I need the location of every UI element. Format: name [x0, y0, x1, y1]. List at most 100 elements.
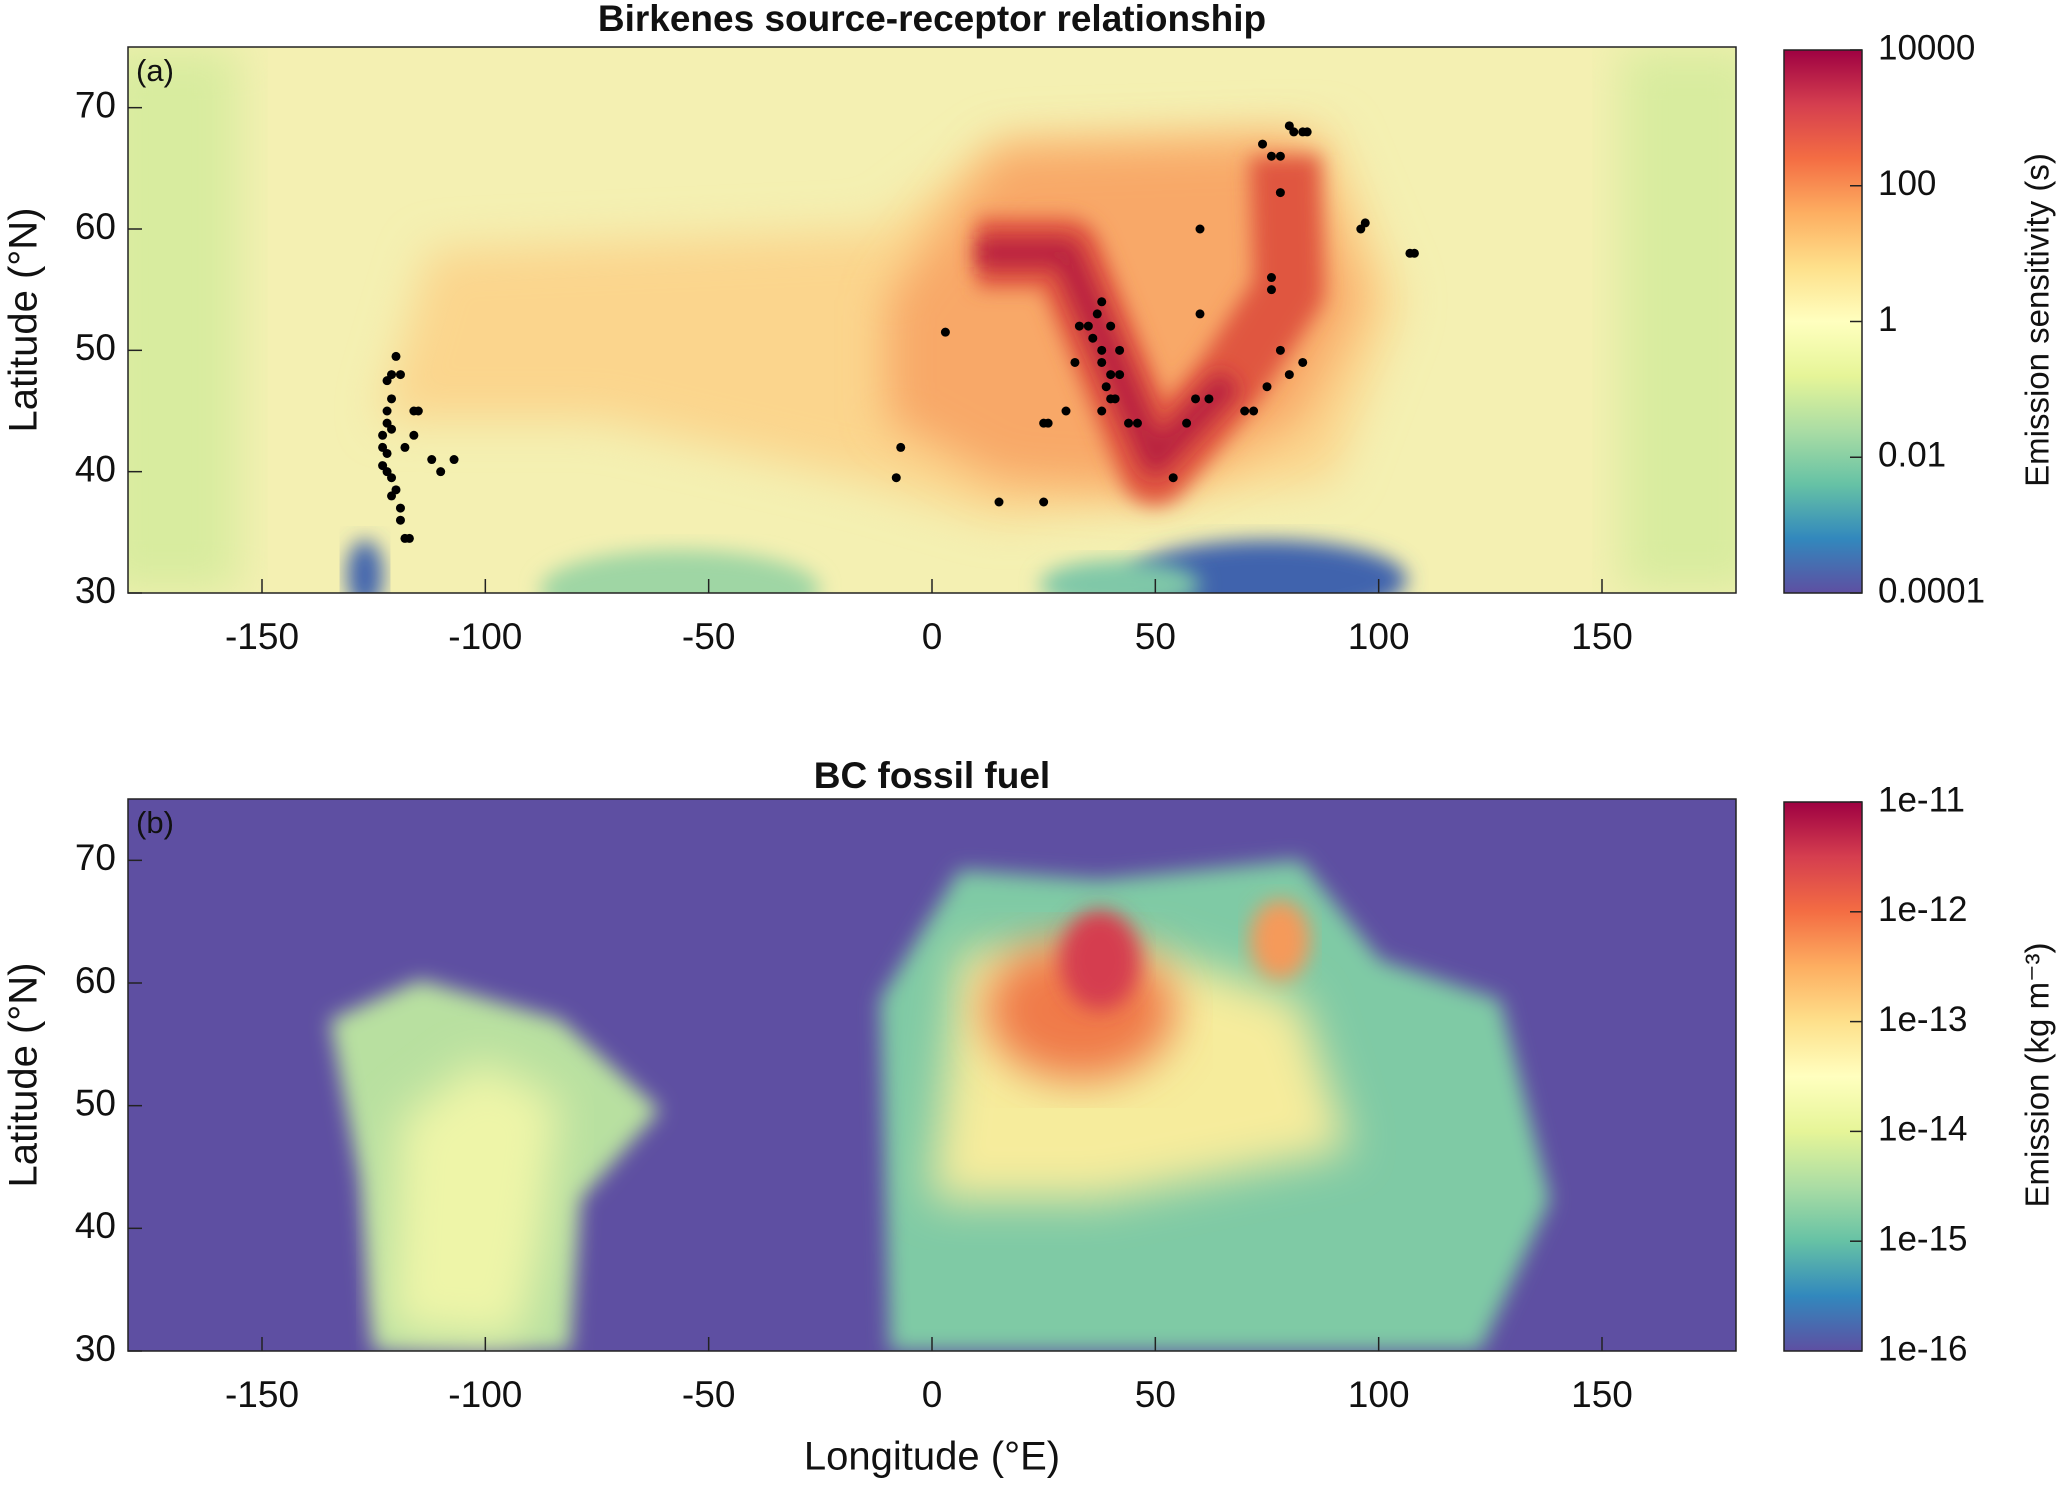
fire-point	[391, 351, 401, 361]
colorbar-label: Emission (kg m⁻³)	[2019, 943, 2056, 1208]
y-tick-label: 70	[75, 837, 116, 878]
fire-point	[409, 430, 419, 440]
fire-point	[400, 442, 410, 452]
x-tick-label: -100	[448, 616, 522, 657]
colorbar-tick-label: 0.01	[1878, 436, 1946, 475]
fire-point	[387, 394, 397, 404]
y-tick-label: 40	[75, 1205, 116, 1246]
plot-frame	[127, 798, 1737, 1352]
fire-point	[1289, 127, 1299, 137]
fire-point	[378, 430, 388, 440]
fire-point	[436, 467, 446, 477]
x-tick-label: 150	[1571, 616, 1633, 657]
fire-point	[395, 370, 405, 380]
fire-point	[1097, 357, 1107, 367]
fire-point	[1132, 418, 1142, 428]
fire-point	[1043, 418, 1053, 428]
x-tick-label: -50	[682, 1374, 735, 1415]
fire-point	[1191, 394, 1201, 404]
colorbar-tick-label: 1e-13	[1878, 1000, 1968, 1039]
y-tick-label: 40	[75, 448, 116, 489]
x-tick-label: 100	[1348, 1374, 1410, 1415]
fire-point	[1275, 188, 1285, 198]
x-tick-label: -150	[225, 1374, 299, 1415]
fire-point	[1258, 139, 1268, 149]
fire-point	[1061, 406, 1071, 416]
colorbar-tick-label: 100	[1878, 164, 1936, 203]
emission-field	[128, 799, 1736, 1351]
fire-point	[382, 406, 392, 416]
fire-point	[1240, 406, 1250, 416]
fire-point	[891, 473, 901, 483]
fire-point	[1284, 370, 1294, 380]
fire-point	[1106, 321, 1116, 331]
colorbar-tick-label: 10000	[1878, 28, 1975, 67]
y-tick-label: 50	[75, 327, 116, 368]
fire-point	[940, 327, 950, 337]
fire-point	[1168, 473, 1178, 483]
colorbar-tick-label: 0.0001	[1878, 571, 1985, 610]
y-tick-label: 30	[75, 1328, 116, 1369]
fire-point	[1182, 418, 1192, 428]
fire-point	[1092, 309, 1102, 319]
fire-point	[1097, 297, 1107, 307]
x-axis-label: Longitude (°E)	[804, 1435, 1060, 1479]
fire-point	[1070, 357, 1080, 367]
colorbar-tick-label: 1e-14	[1878, 1110, 1968, 1149]
fire-point	[1298, 357, 1308, 367]
plot-frame	[127, 46, 1737, 594]
fire-point	[387, 424, 397, 434]
fire-point	[1115, 370, 1125, 380]
fire-point	[1195, 224, 1205, 234]
chart-title: BC fossil fuel	[814, 755, 1050, 796]
x-tick-label: 0	[922, 616, 943, 657]
colorbar	[1783, 801, 1863, 1352]
x-tick-label: 0	[922, 1374, 943, 1415]
x-tick-label: 150	[1571, 1374, 1633, 1415]
colorbar-label: Emission sensitivity (s)	[2019, 153, 2056, 487]
fire-point	[1204, 394, 1214, 404]
colorbar-tick-label: 1e-11	[1878, 780, 1965, 819]
y-axis-label: Latitude (°N)	[2, 963, 46, 1188]
fire-point	[1088, 333, 1098, 343]
y-tick-label: 60	[75, 206, 116, 247]
fire-point	[387, 491, 397, 501]
y-axis-label: Latitude (°N)	[2, 208, 46, 433]
colorbar-tick-label: 1e-16	[1878, 1329, 1968, 1368]
colorbar-tick-label: 1e-15	[1878, 1219, 1968, 1258]
fire-point	[1083, 321, 1093, 331]
fire-point	[413, 406, 423, 416]
fire-point	[449, 455, 459, 465]
fire-point	[387, 473, 397, 483]
x-tick-label: 50	[1135, 616, 1176, 657]
y-tick-label: 70	[75, 84, 116, 125]
colorbar-tick-label: 1	[1878, 300, 1897, 339]
x-tick-label: -100	[448, 1374, 522, 1415]
x-tick-label: 100	[1348, 616, 1410, 657]
x-tick-label: 50	[1135, 1374, 1176, 1415]
fire-point	[1275, 345, 1285, 355]
fire-point	[1262, 382, 1272, 392]
panel-label: (a)	[136, 53, 174, 88]
fire-point	[896, 442, 906, 452]
fire-point	[1360, 218, 1370, 228]
y-tick-label: 30	[75, 570, 116, 611]
y-tick-label: 50	[75, 1082, 116, 1123]
fire-point	[404, 533, 414, 543]
fire-point	[1074, 321, 1084, 331]
fire-point	[1266, 151, 1276, 161]
fire-point	[1097, 345, 1107, 355]
fire-point	[1266, 285, 1276, 295]
fire-point	[1275, 151, 1285, 161]
fire-point	[1302, 127, 1312, 137]
panel-label: (b)	[136, 805, 174, 840]
fire-point	[1115, 345, 1125, 355]
fire-point	[1106, 370, 1116, 380]
x-tick-label: -50	[682, 616, 735, 657]
fire-point	[395, 515, 405, 525]
colorbar-tick-label: 1e-12	[1878, 890, 1968, 929]
fire-point	[994, 497, 1004, 507]
fire-point	[1266, 273, 1276, 283]
chart-title: Birkenes source-receptor relationship	[598, 0, 1266, 39]
